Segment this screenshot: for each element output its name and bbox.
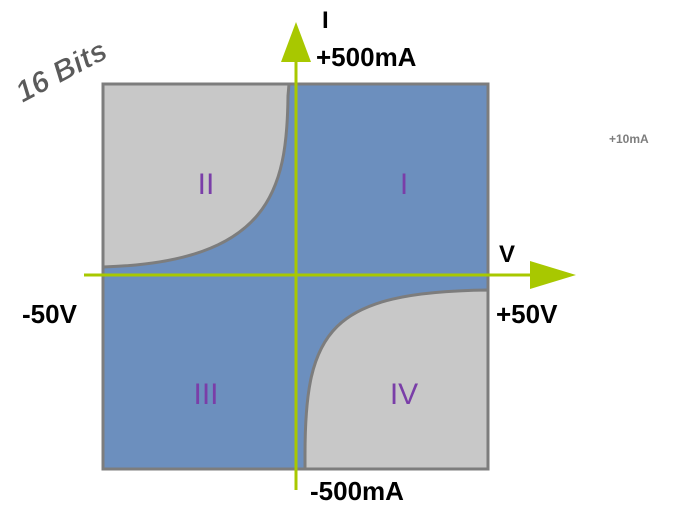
- current-max-label: +500mA: [316, 42, 417, 72]
- quadrant-i-label: I: [400, 168, 408, 201]
- voltage-axis-arrowhead: [530, 261, 576, 289]
- quadrant-iii-label: III: [193, 378, 218, 411]
- voltage-min-label: -50V: [22, 299, 78, 329]
- quadrant-iv-region: [303, 288, 490, 471]
- current-min-label: -500mA: [310, 476, 404, 506]
- bit-depth-badge: 16 Bits: [10, 34, 112, 109]
- side-note: +10mA: [609, 132, 649, 146]
- current-axis-arrowhead: [281, 22, 311, 62]
- quadrant-ii-region: [101, 82, 291, 269]
- quadrant-ii-label: II: [198, 168, 215, 201]
- voltage-max-label: +50V: [496, 299, 558, 329]
- voltage-axis-label: V: [499, 241, 515, 268]
- current-axis-label: I: [322, 7, 329, 34]
- quadrant-iv-label: IV: [390, 378, 418, 411]
